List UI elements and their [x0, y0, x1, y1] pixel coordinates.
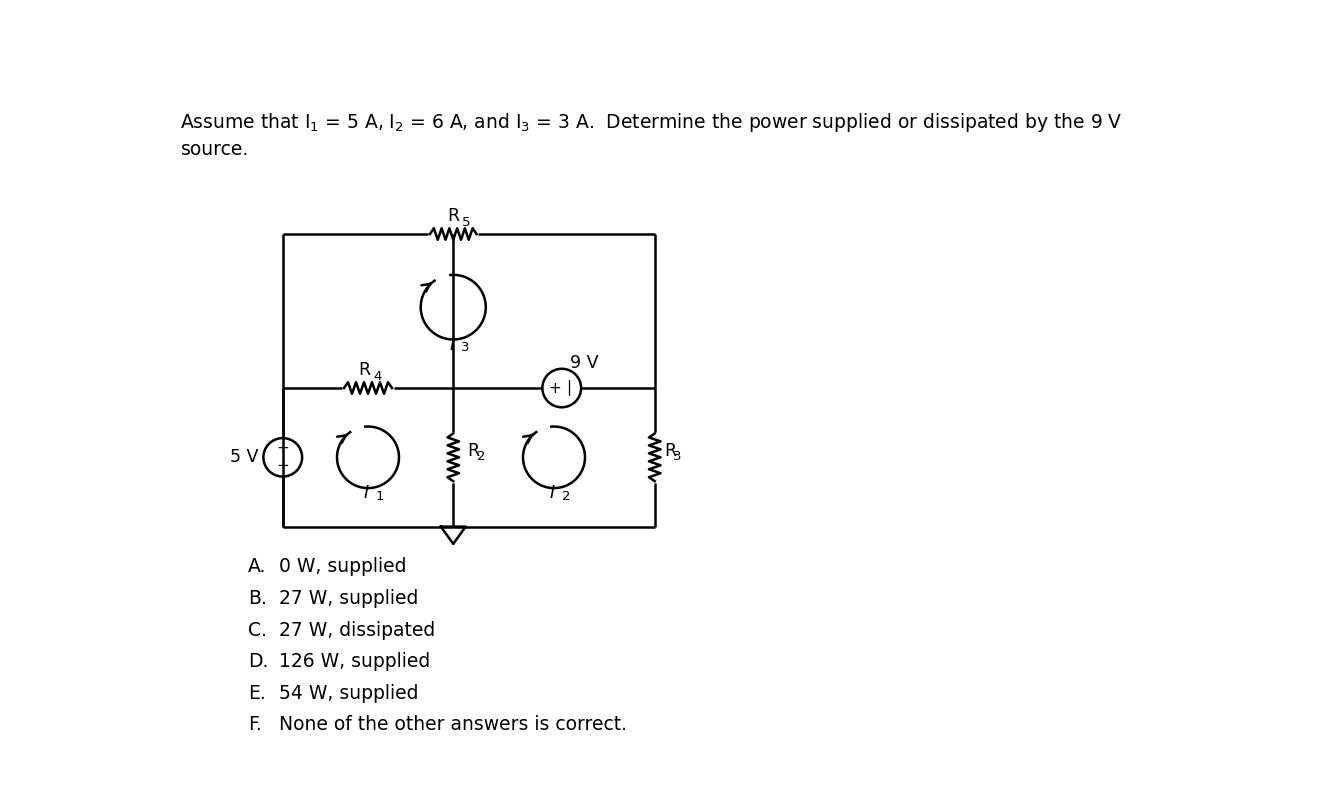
Text: R: R [665, 442, 677, 461]
Text: 5: 5 [462, 216, 470, 229]
Text: D.: D. [248, 652, 268, 671]
Text: 1: 1 [376, 490, 384, 503]
Text: −: − [276, 458, 289, 473]
Text: R: R [468, 442, 480, 461]
Text: 3: 3 [461, 341, 469, 354]
Text: 2: 2 [562, 490, 570, 503]
Text: 5 V: 5 V [229, 448, 258, 466]
Text: Assume that I$_1$ = 5 A, I$_2$ = 6 A, and I$_3$ = 3 A.  Determine the power supp: Assume that I$_1$ = 5 A, I$_2$ = 6 A, an… [180, 111, 1123, 134]
Text: E.: E. [248, 684, 265, 703]
Text: 54 W, supplied: 54 W, supplied [278, 684, 418, 703]
Text: F.: F. [248, 715, 261, 734]
Text: source.: source. [180, 140, 249, 159]
Text: 9 V: 9 V [570, 354, 598, 372]
Text: R: R [358, 361, 370, 379]
Text: 3: 3 [674, 450, 682, 463]
Text: 4: 4 [373, 369, 381, 383]
Text: C.: C. [248, 621, 266, 640]
Text: R: R [448, 207, 460, 225]
Text: |: | [566, 380, 571, 396]
Text: 2: 2 [477, 450, 485, 463]
Text: B.: B. [248, 589, 266, 608]
Text: I: I [550, 484, 555, 503]
Text: 126 W, supplied: 126 W, supplied [278, 652, 430, 671]
Text: None of the other answers is correct.: None of the other answers is correct. [278, 715, 627, 734]
Text: A.: A. [248, 558, 266, 576]
Text: 0 W, supplied: 0 W, supplied [278, 558, 406, 576]
Text: +: + [549, 381, 561, 396]
Text: +: + [276, 441, 289, 457]
Text: 27 W, supplied: 27 W, supplied [278, 589, 418, 608]
Text: I: I [449, 335, 454, 354]
Text: I: I [364, 484, 369, 503]
Text: 27 W, dissipated: 27 W, dissipated [278, 621, 436, 640]
